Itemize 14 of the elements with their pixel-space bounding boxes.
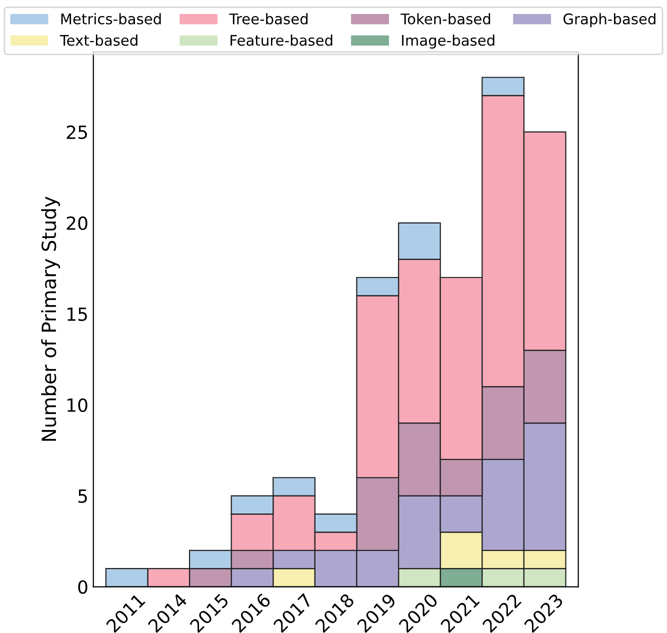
y-tick-label: 5	[78, 490, 87, 503]
legend-label: Graph-based	[564, 13, 656, 28]
y-axis-title: Number of Primary Study	[41, 196, 60, 441]
y-tick-label: 10	[68, 398, 88, 412]
legend-label: Feature-based	[230, 34, 332, 46]
y-tick-label: 25	[66, 125, 87, 140]
legend-label: Token-based	[400, 13, 490, 24]
legend-label: Image-based	[402, 34, 494, 49]
y-tick-label: 15	[68, 308, 87, 322]
legend-label: Metrics-based	[61, 13, 161, 24]
y-tick-label: 20	[66, 216, 88, 230]
y-tick-label: 0	[78, 580, 88, 594]
legend-label: Tree-based	[229, 13, 308, 24]
legend-label: Text-based	[60, 34, 138, 46]
